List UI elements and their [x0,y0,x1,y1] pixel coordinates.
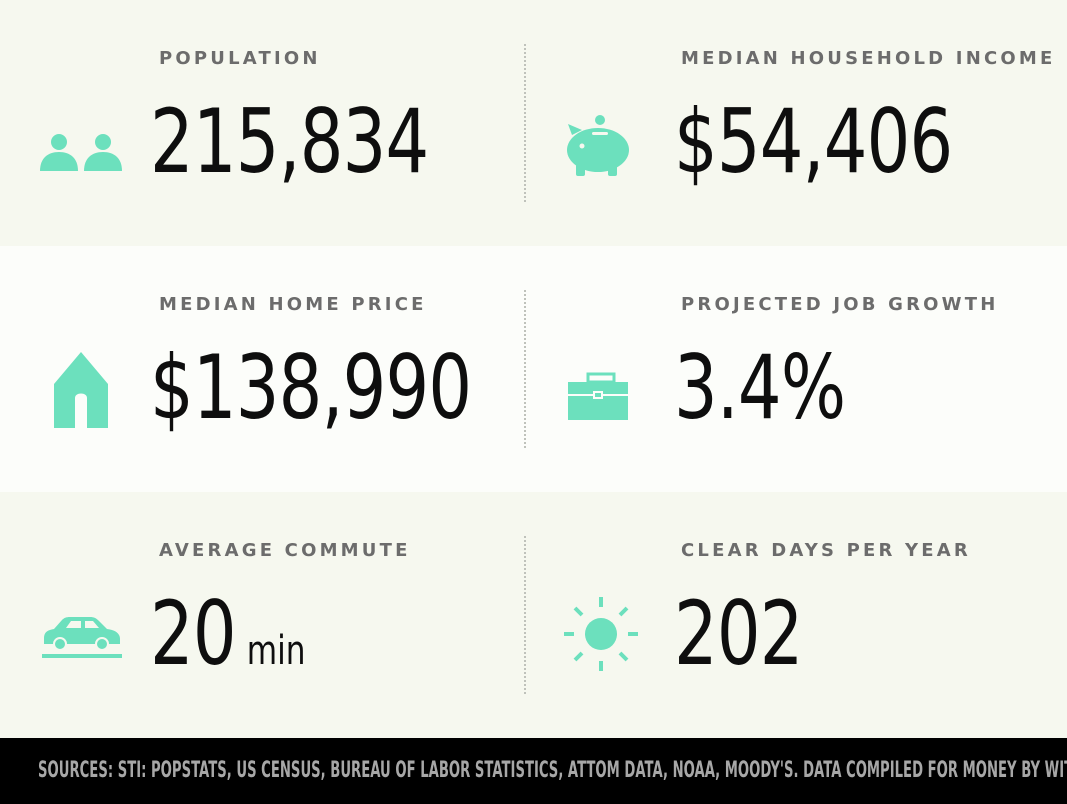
car-icon [36,592,126,682]
stat-average-commute: AVERAGE COMMUTE 20 min [0,492,524,738]
stat-value: 202 [674,582,803,685]
stat-label: CLEAR DAYS PER YEAR [681,540,971,561]
stat-label: MEDIAN HOME PRICE [159,294,427,315]
stat-label: MEDIAN HOUSEHOLD INCOME [681,48,1056,69]
stat-clear-days-per-year: CLEAR DAYS PER YEAR 202 [526,492,1067,738]
stat-projected-job-growth: PROJECTED JOB GROWTH 3.4% [526,246,1067,492]
stat-label: AVERAGE COMMUTE [159,540,411,561]
column-divider [524,536,526,694]
people-icon [36,100,126,190]
briefcase-icon [556,346,646,436]
stat-value: 20 min [150,582,306,703]
stat-value: 3.4% [674,336,846,439]
stats-row-2: MEDIAN HOME PRICE $138,990 PROJECTED JOB… [0,246,1067,492]
stat-population: POPULATION 215,834 [0,0,524,246]
stat-median-home-price: MEDIAN HOME PRICE $138,990 [0,246,524,492]
sources-footer: SOURCES: STI: POPSTATS, US CENSUS, BUREA… [0,738,1067,804]
piggy-bank-icon [556,100,646,190]
stats-row-1: POPULATION 215,834 MEDIAN HOUSEHOLD INCO… [0,0,1067,246]
stat-number: 20 [150,582,237,685]
sun-icon [556,592,646,682]
stat-label: PROJECTED JOB GROWTH [681,294,999,315]
house-icon [36,346,126,436]
stat-value: $54,406 [674,90,953,193]
column-divider [524,44,526,202]
stat-unit: min [246,628,306,674]
column-divider [524,290,526,448]
sources-text: SOURCES: STI: POPSTATS, US CENSUS, BUREA… [38,758,1067,783]
stats-row-3: AVERAGE COMMUTE 20 min CLEAR DAYS PER YEA… [0,492,1067,738]
stat-label: POPULATION [159,48,321,69]
stat-median-household-income: MEDIAN HOUSEHOLD INCOME $54,406 [526,0,1067,246]
stat-value: $138,990 [150,336,472,439]
stat-value: 215,834 [150,90,429,193]
